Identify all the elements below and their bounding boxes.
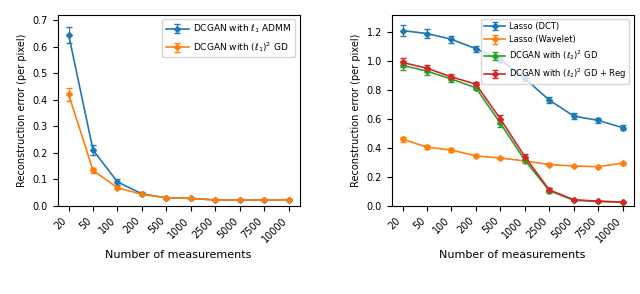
Y-axis label: Reconstruction error (per pixel): Reconstruction error (per pixel) [351, 34, 361, 187]
Legend: DCGAN with $\ell_1$ ADMM, DCGAN with $(\ell_1)^2$ GD: DCGAN with $\ell_1$ ADMM, DCGAN with $(\… [163, 19, 295, 57]
X-axis label: Number of measurements: Number of measurements [106, 250, 252, 260]
Y-axis label: Reconstruction error (per pixel): Reconstruction error (per pixel) [17, 34, 27, 187]
X-axis label: Number of measurements: Number of measurements [440, 250, 586, 260]
Legend: Lasso (DCT), Lasso (Wavelet), DCGAN with $(\ell_2)^2$ GD, DCGAN with $(\ell_2)^2: Lasso (DCT), Lasso (Wavelet), DCGAN with… [481, 19, 629, 84]
